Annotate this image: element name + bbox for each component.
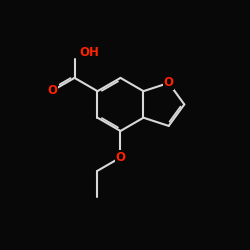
Text: OH: OH: [79, 46, 99, 59]
Text: O: O: [116, 151, 126, 164]
Text: O: O: [164, 76, 174, 90]
Text: O: O: [48, 84, 58, 97]
